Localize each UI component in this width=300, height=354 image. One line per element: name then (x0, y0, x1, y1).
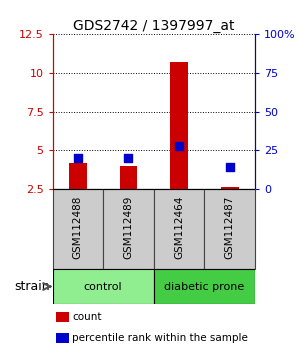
Bar (103, 189, 154, 269)
Point (177, 143, 182, 148)
Bar (52, 269, 154, 304)
Text: percentile rank within the sample: percentile rank within the sample (72, 333, 248, 343)
Text: GSM112489: GSM112489 (123, 195, 134, 259)
Point (126, 155, 131, 161)
Bar (204, 189, 255, 269)
Bar (154, 269, 255, 304)
Text: strain: strain (14, 280, 50, 293)
Bar (170, 62, 188, 189)
Bar (120, 166, 137, 189)
Point (75, 155, 80, 161)
Point (227, 165, 232, 170)
Text: diabetic prone: diabetic prone (164, 281, 244, 291)
Bar (154, 189, 204, 269)
Bar (69, 162, 87, 189)
Title: GDS2742 / 1397997_at: GDS2742 / 1397997_at (73, 19, 235, 33)
Text: GSM112464: GSM112464 (174, 195, 184, 259)
Text: control: control (84, 281, 122, 291)
Text: count: count (72, 312, 101, 322)
Text: GSM112488: GSM112488 (73, 195, 83, 259)
Text: GSM112487: GSM112487 (225, 195, 235, 259)
Bar (221, 188, 238, 189)
Bar (52, 189, 103, 269)
